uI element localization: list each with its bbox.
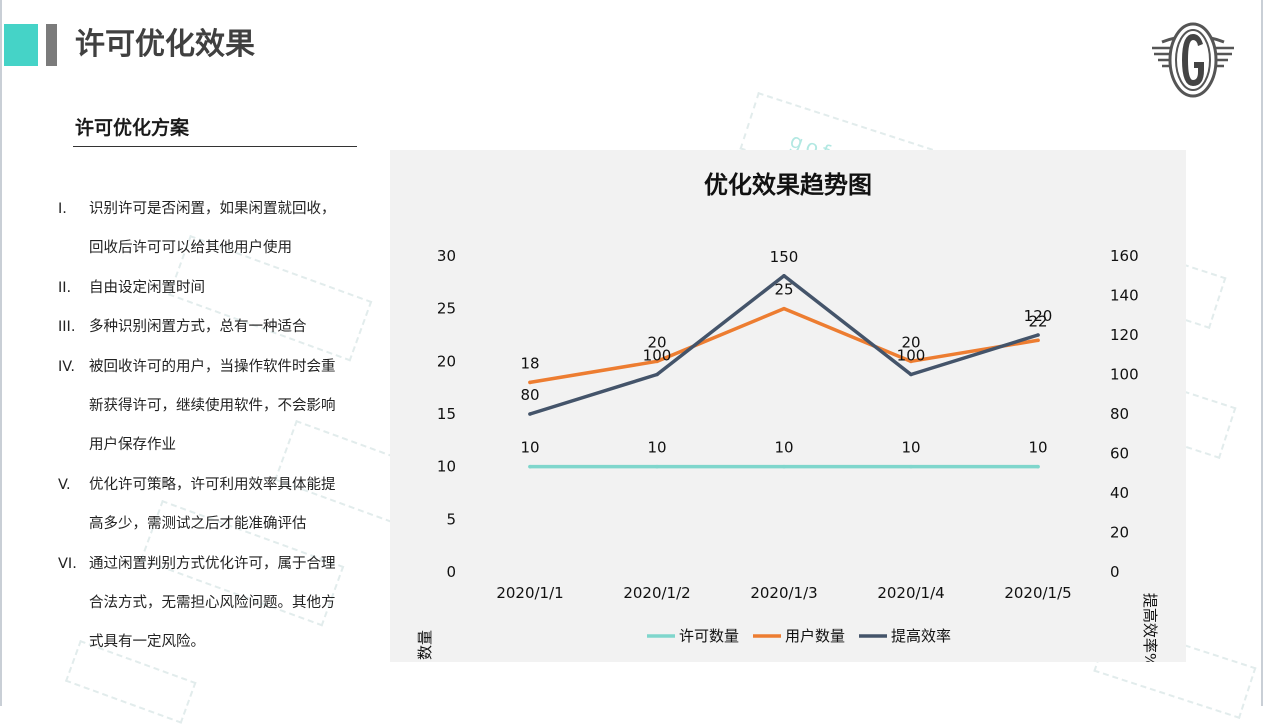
list-item: I. 识别许可是否闲置，如果闲置就回收， 回收后许可可以给其他用户使用 (58, 190, 368, 269)
data-label: 100 (643, 347, 672, 365)
x-tick-label: 2020/1/3 (750, 584, 817, 602)
page-border-left (0, 0, 2, 706)
y-tick-label: 10 (437, 458, 456, 476)
data-point (1036, 464, 1040, 469)
list-item: V. 优化许可策略，许可利用效率具体能提 高多少，需测试之后才能准确评估 (58, 466, 368, 545)
y2-tick-label: 0 (1110, 563, 1120, 581)
data-label: 10 (520, 439, 539, 457)
data-point (1036, 338, 1040, 343)
y-tick-label: 0 (446, 563, 456, 581)
data-label: 80 (520, 386, 539, 404)
x-tick-label: 2020/1/5 (1004, 584, 1071, 602)
data-point (909, 372, 913, 377)
list-item-number: III. (58, 319, 76, 336)
y-tick-label: 20 (437, 352, 456, 370)
legend-label: 许可数量 (679, 627, 739, 645)
y2-axis-label: 提高效率% (1141, 593, 1159, 662)
data-point (909, 359, 913, 364)
x-tick-label: 2020/1/2 (623, 584, 690, 602)
data-point (528, 464, 532, 469)
title-grey-bar (46, 24, 57, 66)
data-label: 100 (897, 347, 926, 365)
section-divider (73, 146, 357, 147)
page-title: 许可优化效果 (75, 27, 255, 62)
list-item: II. 自由设定闲置时间 (58, 269, 368, 308)
list-item-line: 用户保存作业 (89, 437, 176, 454)
data-label: 22 (1028, 312, 1047, 330)
data-label: 20 (647, 333, 666, 351)
data-point (782, 273, 786, 278)
y2-tick-label: 80 (1110, 405, 1129, 423)
list-item: VI. 通过闲置判别方式优化许可，属于合理 合法方式，无需担心风险问题。其他方 … (58, 545, 368, 663)
y2-tick-label: 100 (1110, 366, 1139, 384)
list-item-line: 式具有一定风险。 (89, 634, 205, 651)
x-tick-label: 2020/1/4 (877, 584, 944, 602)
y-tick-label: 15 (437, 405, 456, 423)
y2-tick-label: 40 (1110, 484, 1129, 502)
series-line-2 (528, 306, 1040, 385)
section-title: 许可优化方案 (75, 117, 190, 139)
list-item-line: 合法方式，无需担心风险问题。其他方 (89, 595, 336, 612)
y2-tick-label: 120 (1110, 326, 1139, 344)
data-label: 120 (1024, 307, 1053, 325)
y-tick-label: 5 (446, 510, 456, 528)
title-accent-bar (4, 24, 38, 66)
y2-tick-label: 60 (1110, 445, 1129, 463)
data-point (655, 359, 659, 364)
data-label: 18 (520, 354, 539, 372)
data-point (909, 464, 913, 469)
y-tick-label: 30 (437, 247, 456, 265)
data-point (655, 464, 659, 469)
list-item-number: IV. (58, 358, 75, 375)
data-point (528, 380, 532, 385)
data-point (1036, 333, 1040, 337)
list-item-line: 回收后许可可以给其他用户使用 (89, 240, 292, 257)
data-label: 150 (770, 248, 799, 266)
legend-label: 提高效率 (891, 627, 951, 645)
y-axis-label: 数量 (416, 630, 434, 660)
x-tick-label: 2020/1/1 (496, 584, 563, 602)
trend-chart: 优化效果趋势图 0 5 10 15 20 25 30 0 20 40 60 80 100 120 140 1… (416, 171, 1159, 662)
list-item-line: 优化许可策略，许可利用效率具体能提 (89, 476, 336, 493)
list-item-number: VI. (58, 555, 77, 572)
chart-title: 优化效果趋势图 (704, 171, 872, 199)
data-label: 20 (901, 333, 920, 351)
data-label: 10 (774, 439, 793, 457)
list-item-line: 高多少，需测试之后才能准确评估 (89, 516, 307, 533)
list-item: IV. 被回收许可的用户，当操作软件时会重 新获得许可，继续使用软件，不会影响 … (58, 348, 368, 466)
data-point (655, 372, 659, 377)
data-point (528, 412, 532, 416)
list-item-line: 新获得许可，继续使用软件，不会影响 (89, 398, 336, 415)
data-label: 10 (1028, 439, 1047, 457)
y2-tick-label: 20 (1110, 524, 1129, 542)
list-item-line: 被回收许可的用户，当操作软件时会重 (89, 358, 336, 375)
list-item-number: I. (58, 201, 67, 217)
list-item: III. 多种识别闲置方式，总有一种适合 (58, 308, 368, 347)
plan-list: I. 识别许可是否闲置，如果闲置就回收， 回收后许可可以给其他用户使用 II. … (58, 190, 368, 663)
y-tick-label: 25 (437, 300, 456, 318)
data-label: 25 (774, 281, 793, 299)
chart-panel: 优化效果趋势图 0 5 10 15 20 25 30 0 20 40 60 80 100 120 140 1… (390, 150, 1186, 662)
list-item-line: 自由设定闲置时间 (89, 279, 205, 296)
y2-tick-label: 140 (1110, 287, 1139, 305)
data-point (782, 306, 786, 311)
data-point (782, 464, 786, 469)
list-item-number: II. (58, 279, 72, 296)
page-border-right (1261, 0, 1263, 706)
data-label: 10 (901, 439, 920, 457)
brand-logo-icon (1152, 22, 1234, 98)
y2-tick-label: 160 (1110, 247, 1139, 265)
legend-label: 用户数量 (785, 627, 845, 645)
list-item-line: 识别许可是否闲置，如果闲置就回收， (89, 201, 336, 217)
list-item-line: 通过闲置判别方式优化许可，属于合理 (89, 555, 336, 572)
list-item-number: V. (58, 476, 71, 493)
list-item-line: 多种识别闲置方式，总有一种适合 (89, 319, 307, 336)
data-label: 10 (647, 439, 666, 457)
